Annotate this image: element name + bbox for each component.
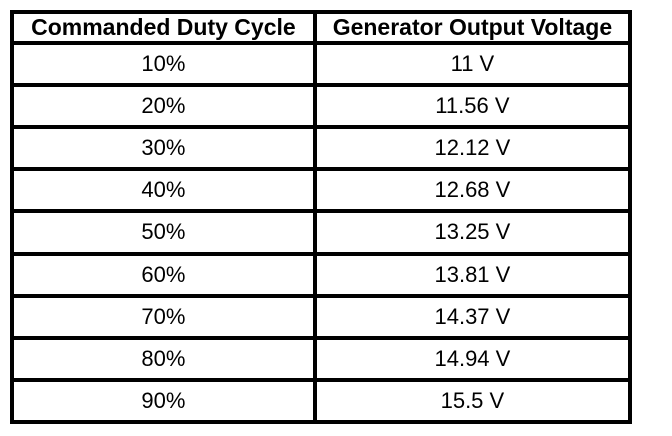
- table-row: 90% 15.5 V: [10, 377, 633, 425]
- duty-cycle-cell: 80%: [10, 335, 317, 382]
- table-row: 70% 14.37 V: [10, 293, 633, 340]
- table-row: 30% 12.12 V: [10, 125, 633, 172]
- duty-cycle-cell: 60%: [10, 251, 317, 298]
- table-row: 40% 12.68 V: [10, 167, 633, 214]
- voltage-cell: 13.81 V: [312, 251, 633, 298]
- column-header-output-voltage: Generator Output Voltage: [312, 10, 633, 45]
- voltage-cell: 14.94 V: [312, 335, 633, 382]
- duty-cycle-cell: 50%: [10, 209, 317, 256]
- table-row: 60% 13.81 V: [10, 251, 633, 298]
- duty-cycle-cell: 70%: [10, 293, 317, 340]
- duty-cycle-cell: 90%: [10, 377, 317, 425]
- table-row: 80% 14.94 V: [10, 335, 633, 382]
- duty-cycle-cell: 40%: [10, 167, 317, 214]
- duty-cycle-cell: 30%: [10, 125, 317, 172]
- column-header-duty-cycle: Commanded Duty Cycle: [10, 10, 317, 45]
- voltage-cell: 12.68 V: [312, 167, 633, 214]
- voltage-cell: 11 V: [312, 40, 633, 88]
- duty-cycle-voltage-table-container: Commanded Duty Cycle Generator Output Vo…: [10, 10, 633, 425]
- duty-cycle-voltage-table: Commanded Duty Cycle Generator Output Vo…: [10, 10, 633, 425]
- voltage-cell: 12.12 V: [312, 125, 633, 172]
- voltage-cell: 14.37 V: [312, 293, 633, 340]
- table-row: 10% 11 V: [10, 40, 633, 88]
- voltage-cell: 13.25 V: [312, 209, 633, 256]
- table-row: 20% 11.56 V: [10, 83, 633, 130]
- header-row: Commanded Duty Cycle Generator Output Vo…: [10, 10, 633, 45]
- duty-cycle-cell: 10%: [10, 40, 317, 88]
- table-row: 50% 13.25 V: [10, 209, 633, 256]
- voltage-cell: 15.5 V: [312, 377, 633, 425]
- duty-cycle-cell: 20%: [10, 83, 317, 130]
- voltage-cell: 11.56 V: [312, 83, 633, 130]
